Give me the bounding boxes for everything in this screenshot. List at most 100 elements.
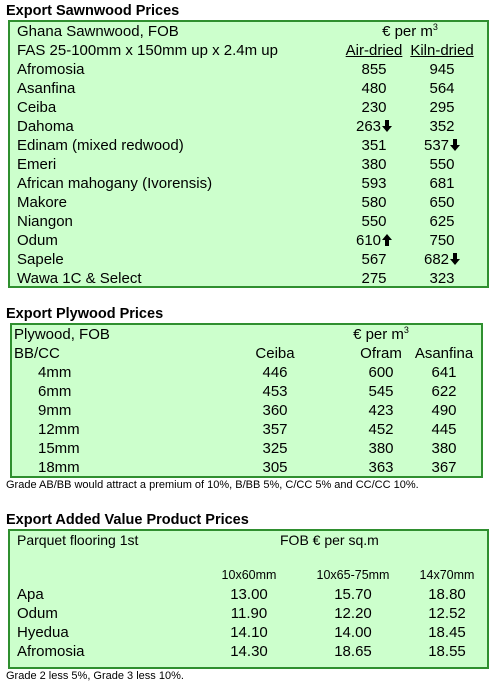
price: 18.45 xyxy=(428,624,466,641)
data-row: 18mm 305 363 367 xyxy=(12,458,476,477)
data-row: Sapele 567 682 xyxy=(10,250,478,269)
spacer xyxy=(10,550,486,566)
price: 11.90 xyxy=(230,605,268,622)
row-label: Ceiba xyxy=(10,98,342,117)
spacer xyxy=(412,325,476,344)
price-cell: 18.65 xyxy=(298,642,408,661)
data-row: Niangon 550 625 xyxy=(10,212,478,231)
row-label: 12mm xyxy=(12,420,240,439)
price: 18.80 xyxy=(428,586,466,603)
sawnwood-box: Ghana Sawnwood, FOB € per m3 FAS 25-100m… xyxy=(8,20,489,288)
price-cell: 263 xyxy=(342,117,406,136)
row-label-text: Niangon xyxy=(17,213,73,230)
section-title: Export Plywood Prices xyxy=(6,306,164,322)
plywood-box: Plywood, FOB € per m3 BB/CC Ceiba Ofram … xyxy=(10,323,483,478)
price-cell: 650 xyxy=(406,193,478,212)
row-label-text: Wawa 1C & Select xyxy=(17,270,142,287)
row-label-text: African mahogany (Ivorensis) xyxy=(17,175,213,192)
price-cell: 18.80 xyxy=(408,585,486,604)
header-row: Parquet flooring 1st FOB € per sq.m xyxy=(10,531,486,550)
price: 580 xyxy=(361,194,387,211)
column-header: 10x65-75mm xyxy=(316,568,390,582)
price: 945 xyxy=(429,61,455,78)
price: 600 xyxy=(368,364,394,381)
price: 18.55 xyxy=(428,643,466,660)
row-label-text: Hyedua xyxy=(17,624,69,641)
spacer xyxy=(240,325,310,344)
sawnwood-table: Ghana Sawnwood, FOB € per m3 FAS 25-100m… xyxy=(10,22,478,288)
price-cell: 453 xyxy=(240,382,310,401)
price-cell: 945 xyxy=(406,60,478,79)
data-row: 4mm 446 600 641 xyxy=(12,363,476,382)
price-cell: 855 xyxy=(342,60,406,79)
arrow-shape xyxy=(382,120,393,132)
section-title: Export Added Value Product Prices xyxy=(6,512,249,528)
column-header: 14x70mm xyxy=(419,568,475,582)
data-row: 9mm 360 423 490 xyxy=(12,401,476,420)
price: 625 xyxy=(429,213,455,230)
price: 641 xyxy=(431,364,457,381)
price: 275 xyxy=(361,270,387,287)
added-value-box: Parquet flooring 1st FOB € per sq.m 10x6… xyxy=(8,529,489,669)
price: 12.20 xyxy=(334,605,372,622)
price: 380 xyxy=(431,440,457,457)
price-cell: 360 xyxy=(240,401,310,420)
row-label: Sapele xyxy=(10,250,342,269)
row-label: 15mm xyxy=(12,439,240,458)
price: 550 xyxy=(361,213,387,230)
down-arrow xyxy=(450,253,461,265)
row-label: Apa xyxy=(10,585,200,604)
data-row: Odum 610 750 xyxy=(10,231,478,250)
spacer xyxy=(310,344,350,363)
spacer xyxy=(310,325,350,344)
price-cell: 445 xyxy=(412,420,476,439)
table-label: Ghana Sawnwood, FOB xyxy=(17,23,179,40)
note: Grade 2 less 5%, Grade 3 less 10%. xyxy=(6,670,184,682)
row-label: Hyedua xyxy=(10,623,200,642)
row-label: 4mm xyxy=(12,363,240,382)
added-value-table: Parquet flooring 1st FOB € per sq.m 10x6… xyxy=(10,531,486,661)
price-cell: 550 xyxy=(342,212,406,231)
price-cell: 323 xyxy=(406,269,478,288)
row-label: 6mm xyxy=(12,382,240,401)
row-label-text: 9mm xyxy=(38,402,72,419)
plywood-table: Plywood, FOB € per m3 BB/CC Ceiba Ofram … xyxy=(12,325,476,477)
price-cell: 12.52 xyxy=(408,604,486,623)
price-cell: 423 xyxy=(350,401,412,420)
data-row: Afromosia 14.30 18.65 18.55 xyxy=(10,642,486,661)
price: 325 xyxy=(262,440,288,457)
unit-text: € per m xyxy=(382,23,433,40)
spacer xyxy=(310,363,350,382)
column-header: Air-dried xyxy=(345,42,403,59)
row-label: African mahogany (Ivorensis) xyxy=(10,174,342,193)
price-cell: 537 xyxy=(406,136,478,155)
row-label-text: Afromosia xyxy=(17,61,85,78)
row-label-text: 15mm xyxy=(38,440,80,457)
unit-sup: 3 xyxy=(403,325,409,335)
data-row: Odum 11.90 12.20 12.52 xyxy=(10,604,486,623)
row-label-text: Makore xyxy=(17,194,68,211)
unit: € per m3 xyxy=(342,22,478,41)
price: 295 xyxy=(429,99,455,116)
row-label-text: Odum xyxy=(17,232,58,249)
price-cell: 564 xyxy=(406,79,478,98)
price-cell: 14.10 xyxy=(200,623,298,642)
data-row: 6mm 453 545 622 xyxy=(12,382,476,401)
data-row: Wawa 1C & Select 275 323 xyxy=(10,269,478,288)
price-cell: 446 xyxy=(240,363,310,382)
spacer xyxy=(310,401,350,420)
price-cell: 18.55 xyxy=(408,642,486,661)
data-row: African mahogany (Ivorensis) 593 681 xyxy=(10,174,478,193)
data-row: 12mm 357 452 445 xyxy=(12,420,476,439)
unit-sup: 3 xyxy=(432,22,438,32)
unit: FOB € per sq.m xyxy=(280,532,379,548)
price: 363 xyxy=(368,459,394,476)
row-label: Wawa 1C & Select xyxy=(10,269,342,288)
price: 537 xyxy=(423,137,450,154)
price-cell: 625 xyxy=(406,212,478,231)
blank-row xyxy=(10,550,486,566)
row-label-text: 18mm xyxy=(38,459,80,476)
price-cell: 567 xyxy=(342,250,406,269)
price: 13.00 xyxy=(230,586,268,603)
